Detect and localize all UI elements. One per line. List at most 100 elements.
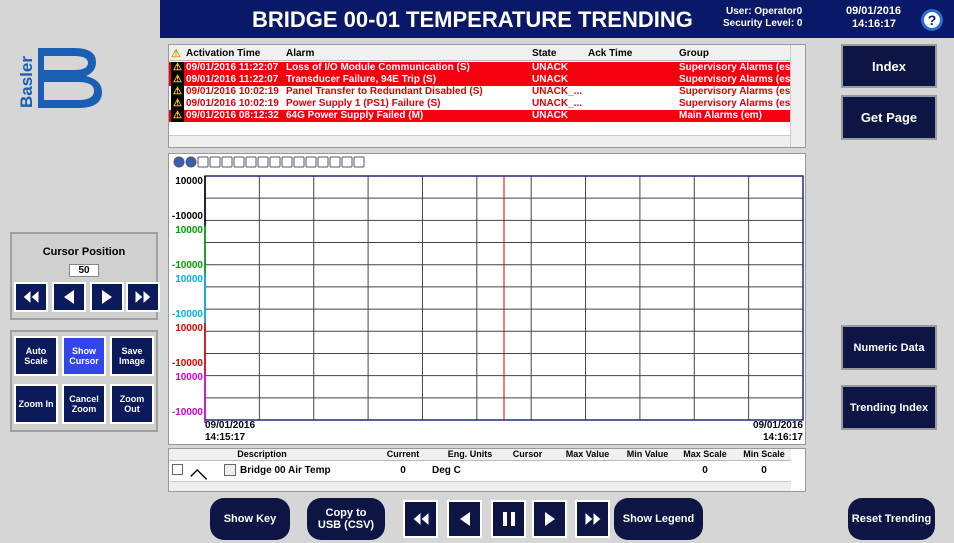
toolbar-icon bbox=[269, 156, 281, 168]
toolbar-icon bbox=[293, 156, 305, 168]
nav-glyph bbox=[64, 290, 74, 304]
cursor-first-button[interactable] bbox=[14, 282, 48, 312]
pen-column: Description bbox=[237, 449, 287, 459]
toolbar-icon bbox=[209, 156, 221, 168]
pen-column: Max Scale bbox=[683, 449, 727, 459]
nav-glyph bbox=[134, 288, 152, 306]
alarm-cell: 09/01/2016 10:02:19 bbox=[186, 98, 279, 109]
toolbar-icon bbox=[305, 156, 317, 168]
time: 14:16:17 bbox=[852, 18, 897, 30]
toolbar-icon bbox=[317, 156, 329, 168]
pen-hscroll bbox=[169, 481, 791, 491]
reset-trending-button[interactable]: Reset Trending bbox=[848, 498, 935, 540]
cursor-last-button[interactable] bbox=[126, 282, 160, 312]
alarm-hscroll bbox=[169, 135, 790, 147]
date: 09/01/2016 bbox=[846, 5, 902, 17]
warn-icon: ⚠ bbox=[171, 110, 184, 122]
help-button[interactable]: ? bbox=[921, 9, 943, 31]
show-key-button[interactable]: Show Key bbox=[210, 498, 290, 540]
tool-button[interactable]: Cancel Zoom bbox=[62, 384, 106, 424]
nav-icon bbox=[459, 512, 470, 526]
nav-glyph bbox=[102, 290, 112, 304]
nav-glyph bbox=[411, 510, 429, 528]
warn-icon: ⚠ bbox=[171, 48, 181, 60]
nav-icon bbox=[411, 510, 429, 528]
nav-icon bbox=[64, 290, 74, 304]
pen-column: Current bbox=[386, 449, 420, 459]
tool-button[interactable]: Zoom Out bbox=[110, 384, 154, 424]
logo-text: Basler bbox=[17, 56, 36, 108]
alarm-row bbox=[169, 62, 790, 74]
tool-button[interactable]: Auto Scale bbox=[14, 336, 58, 376]
alarm-cell: 09/01/2016 08:12:32 bbox=[186, 110, 279, 121]
nav-icon bbox=[102, 290, 112, 304]
alarm-cell: 09/01/2016 11:22:07 bbox=[186, 62, 279, 73]
pen-cell: 0 bbox=[702, 465, 708, 476]
logo-cut bbox=[44, 56, 94, 100]
trend-next-button[interactable] bbox=[532, 500, 567, 538]
alarm-cell: Supervisory Alarms (es) bbox=[679, 74, 790, 85]
scale-min: -10000 bbox=[172, 309, 204, 320]
tool-button[interactable]: Save Image bbox=[110, 336, 154, 376]
trend-chart: 10000 -10000 10000 -10000 10000 -10000 10000 -1… bbox=[172, 156, 804, 443]
trend-pause-button[interactable] bbox=[491, 500, 526, 538]
trend-prev-button[interactable] bbox=[447, 500, 482, 538]
alarm-row bbox=[169, 74, 790, 86]
alarm-cell: UNACK bbox=[532, 62, 569, 73]
cursor-prev-button[interactable] bbox=[52, 282, 86, 312]
side-button[interactable]: Trending Index bbox=[841, 385, 937, 430]
alarm-cell: UNACK bbox=[532, 110, 569, 121]
nav-icon bbox=[584, 510, 602, 528]
time-label: 14:16:17 bbox=[763, 432, 803, 443]
cursor-next-button[interactable] bbox=[90, 282, 124, 312]
logo: Basler bbox=[17, 48, 102, 108]
toolbar-icon bbox=[245, 156, 257, 168]
pen-cell: Deg C bbox=[432, 465, 461, 476]
alarm-row bbox=[169, 110, 790, 122]
toolbar-icon bbox=[329, 156, 341, 168]
toolbar-icon bbox=[281, 156, 293, 168]
side-button[interactable]: Numeric Data bbox=[841, 325, 937, 370]
pen-column: Min Value bbox=[626, 449, 669, 459]
warn-icon: ⚠ bbox=[171, 74, 184, 86]
toolbar-icon bbox=[185, 156, 197, 168]
alarm-cell: 09/01/2016 11:22:07 bbox=[186, 74, 279, 85]
show-legend-button[interactable]: Show Legend bbox=[614, 498, 703, 540]
user: User: Operator0 bbox=[726, 6, 803, 17]
nav-icon bbox=[22, 288, 40, 306]
copy-usb-button[interactable]: Copy to USB (CSV) bbox=[307, 498, 385, 540]
alarm-cell: Transducer Failure, 94E Trip (S) bbox=[286, 74, 437, 85]
pen-edit[interactable] bbox=[224, 464, 236, 476]
cursor-value[interactable]: 50 bbox=[69, 264, 99, 277]
title-bar bbox=[160, 0, 954, 38]
nav-icon bbox=[502, 512, 515, 526]
pen-cell: Bridge 00 Air Temp bbox=[240, 465, 331, 476]
toolbar-icon bbox=[221, 156, 233, 168]
scale-min: -10000 bbox=[172, 358, 204, 369]
alarm-column: Alarm bbox=[286, 48, 315, 59]
alarm-cell: Power Supply 1 (PS1) Failure (S) bbox=[286, 98, 441, 109]
tool-button[interactable]: Show Cursor bbox=[62, 336, 106, 376]
pen-cell: 0 bbox=[761, 465, 767, 476]
alarm-cell: UNACK_... bbox=[532, 86, 583, 97]
title: BRIDGE 00-01 TEMPERATURE TRENDING bbox=[252, 7, 693, 32]
alarm-cell: Main Alarms (em) bbox=[679, 110, 762, 121]
trend-first-button[interactable] bbox=[403, 500, 438, 538]
side-button[interactable]: Index bbox=[841, 44, 937, 88]
toolbar-icon bbox=[197, 156, 209, 168]
toolbar-icon bbox=[353, 156, 365, 168]
tool-button[interactable]: Zoom In bbox=[14, 384, 58, 424]
time-label: 09/01/2016 bbox=[753, 420, 803, 431]
alarm-cell: Loss of I/O Module Communication (S) bbox=[286, 62, 470, 73]
trend-last-button[interactable] bbox=[575, 500, 610, 538]
alarm-cell: 09/01/2016 10:02:19 bbox=[186, 86, 279, 97]
pen-cell: 0 bbox=[400, 465, 406, 476]
scale-min: -10000 bbox=[172, 407, 204, 418]
pen-checkbox[interactable] bbox=[172, 464, 183, 475]
alarm-column: Group bbox=[679, 48, 709, 59]
alarm-vscroll bbox=[790, 45, 805, 147]
alarm-row bbox=[169, 98, 790, 110]
side-button[interactable]: Get Page bbox=[841, 95, 937, 140]
warn-icon: ⚠ bbox=[171, 86, 184, 98]
